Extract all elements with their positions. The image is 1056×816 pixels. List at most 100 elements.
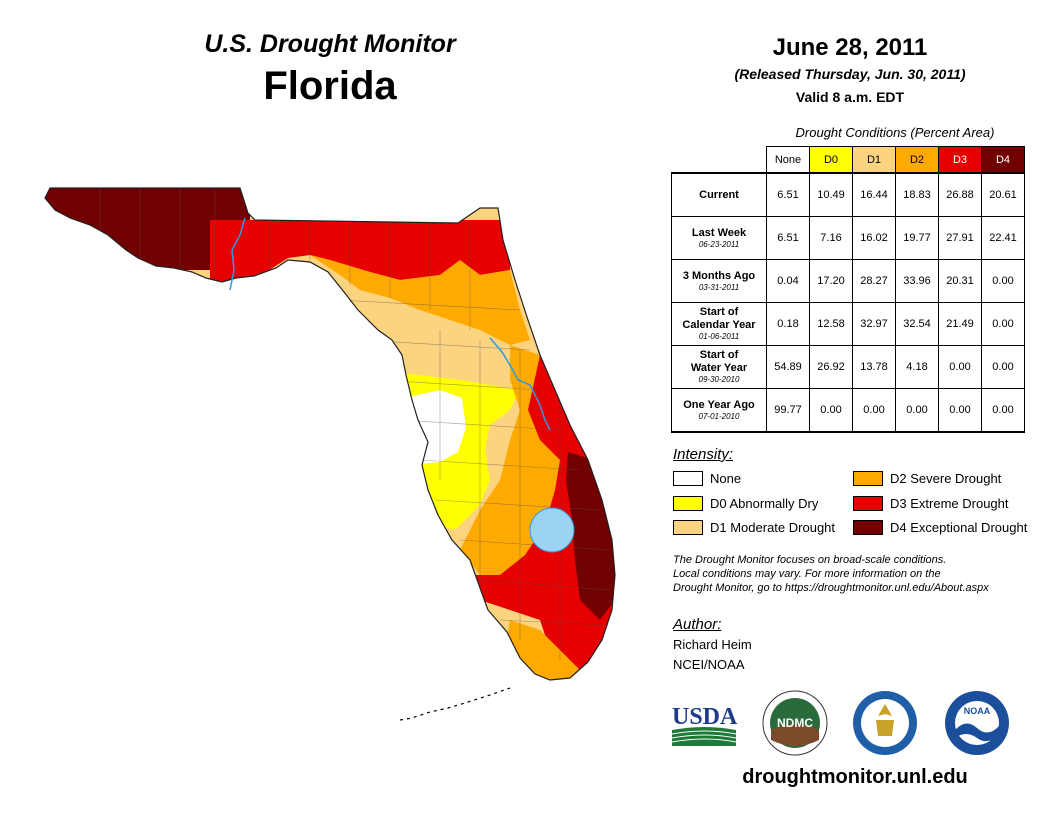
usda-logo: USDA [671, 704, 738, 746]
table-cell: 99.77 [766, 388, 810, 433]
author-name: Richard Heim [673, 637, 752, 652]
table-cell: 17.20 [809, 259, 853, 303]
state-outline [44, 187, 616, 681]
table-cell: 27.91 [938, 216, 982, 260]
table-cell: 32.54 [895, 302, 939, 346]
table-cell: 26.88 [938, 172, 982, 217]
table-cell: 0.00 [938, 345, 982, 389]
legend-swatch [673, 471, 703, 486]
table-cell: 12.58 [809, 302, 853, 346]
table-cell: 6.51 [766, 216, 810, 260]
d3-north-zone [210, 220, 510, 290]
legend-item-d0: D0 Abnormally Dry [673, 496, 818, 511]
legend-label: D3 Extreme Drought [890, 496, 1009, 511]
table-cell: 18.83 [895, 172, 939, 217]
row-label: Start of Water Year 09-30-2010 [671, 345, 767, 389]
table-cell: 0.00 [981, 302, 1025, 346]
apalachicola-river [229, 217, 246, 291]
ndmc-logo-text: NDMC [777, 716, 813, 730]
table-row-last-week: Last Week 06-23-2011 6.51 7.16 16.02 19.7… [671, 216, 1025, 260]
row-label: Last Week 06-23-2011 [671, 216, 767, 260]
noaa-logo-wave [955, 723, 999, 742]
table-cell: 22.41 [981, 216, 1025, 260]
col-header-d0: D0 [809, 146, 853, 174]
row-label: One Year Ago 07-01-2010 [671, 388, 767, 433]
table-cell: 6.51 [766, 172, 810, 217]
table-row-start-water-year: Start of Water Year 09-30-2010 54.89 26.92… [671, 345, 1025, 389]
table-cell: 10.49 [809, 172, 853, 217]
lake-okeechobee [529, 507, 575, 553]
florida-drought-map [44, 187, 616, 721]
drought-conditions-table: None D0 D1 D2 D3 D4 Current 6.51 10.49 1… [671, 146, 1025, 433]
legend-swatch [673, 520, 703, 535]
table-cell: 19.77 [895, 216, 939, 260]
legend-item-d3: D3 Extreme Drought [853, 496, 1009, 511]
table-cell: 0.00 [809, 388, 853, 433]
disclaimer-text: The Drought Monitor focuses on broad-sca… [673, 553, 1043, 595]
table-title: Drought Conditions (Percent Area) [795, 125, 995, 140]
table-cell: 0.00 [981, 388, 1025, 433]
d4-southeast-zone [566, 452, 615, 620]
disclaimer-line: Drought Monitor, go to https://droughtmo… [673, 582, 989, 594]
row-label: Start of Calendar Year 01-06-2011 [671, 302, 767, 346]
legend-item-d4: D4 Exceptional Drought [853, 520, 1027, 535]
table-cell: 0.00 [981, 259, 1025, 303]
legend-swatch [673, 496, 703, 511]
col-header-d3: D3 [938, 146, 982, 174]
table-row-start-calendar-year: Start of Calendar Year 01-06-2011 0.18 12.… [671, 302, 1025, 346]
website-url[interactable]: droughtmonitor.unl.edu [742, 766, 968, 788]
table-cell: 26.92 [809, 345, 853, 389]
usda-logo-text: USDA [672, 704, 738, 730]
legend-label: D0 Abnormally Dry [710, 496, 819, 511]
intensity-label: Intensity: [673, 446, 734, 463]
release-date: (Released Thursday, Jun. 30, 2011) [734, 66, 966, 82]
legend-label: D4 Exceptional Drought [890, 520, 1028, 535]
ndmc-logo: NDMC [762, 690, 828, 756]
col-header-d4: D4 [981, 146, 1025, 174]
table-cell: 54.89 [766, 345, 810, 389]
commerce-seal-logo [853, 691, 917, 755]
table-row-one-year-ago: One Year Ago 07-01-2010 99.77 0.00 0.00 0… [671, 388, 1025, 433]
table-cell: 20.61 [981, 172, 1025, 217]
table-cell: 0.00 [895, 388, 939, 433]
table-row-current: Current 6.51 10.49 16.44 18.83 26.88 20.… [671, 172, 1025, 217]
table-row-3-months-ago: 3 Months Ago 03-31-2011 0.04 17.20 28.27 … [671, 259, 1025, 303]
legend-swatch [853, 496, 883, 511]
drought-zones [45, 188, 615, 680]
table-cell: 0.00 [981, 345, 1025, 389]
state-title: Florida [263, 64, 397, 108]
table-cell: 28.27 [852, 259, 896, 303]
header-blank-cell [672, 147, 767, 174]
table-cell: 0.04 [766, 259, 810, 303]
disclaimer-line: Local conditions may vary. For more info… [673, 568, 941, 580]
legend-label: None [710, 471, 742, 486]
table-cell: 20.31 [938, 259, 982, 303]
table-cell: 0.00 [852, 388, 896, 433]
florida-keys [399, 687, 511, 721]
legend-label: D1 Moderate Drought [710, 520, 836, 535]
table-header-row: None D0 D1 D2 D3 D4 [672, 146, 1025, 174]
legend-item-d1: D1 Moderate Drought [673, 520, 835, 535]
ndmc-logo-ground [771, 724, 819, 746]
map-date: June 28, 2011 [772, 34, 928, 61]
noaa-logo-text: NOAA [964, 706, 991, 716]
usda-logo-stripes [671, 730, 737, 743]
author-org: NCEI/NOAA [673, 657, 745, 672]
county-lines [99, 190, 611, 660]
d2-north-central-zone [310, 255, 530, 345]
table-cell: 16.44 [852, 172, 896, 217]
monitor-title: U.S. Drought Monitor [204, 30, 456, 58]
eagle-icon [876, 704, 894, 736]
col-header-d2: D2 [895, 146, 939, 174]
legend-swatch [853, 520, 883, 535]
table-cell: 7.16 [809, 216, 853, 260]
legend-swatch [853, 471, 883, 486]
row-label: 3 Months Ago 03-31-2011 [671, 259, 767, 303]
table-cell: 33.96 [895, 259, 939, 303]
table-cell: 32.97 [852, 302, 896, 346]
none-tampa-zone [395, 390, 466, 464]
st-johns-river [489, 337, 551, 431]
col-header-d1: D1 [852, 146, 896, 174]
table-cell: 0.00 [938, 388, 982, 433]
author-label: Author: [673, 616, 722, 633]
